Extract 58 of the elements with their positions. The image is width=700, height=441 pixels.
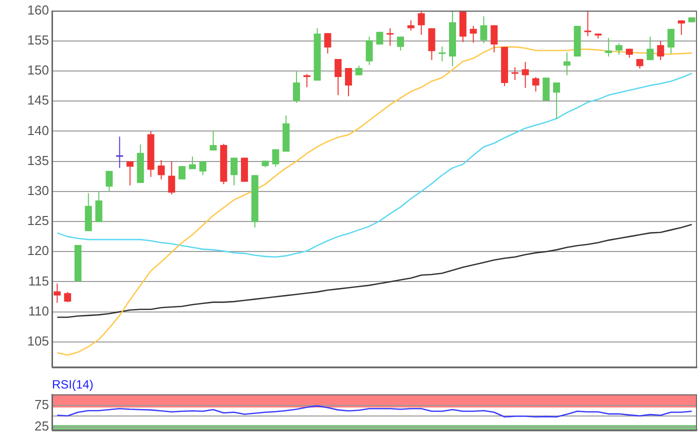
candlestick bbox=[553, 82, 560, 120]
candlestick bbox=[657, 40, 664, 61]
candlestick bbox=[438, 46, 446, 62]
candlestick bbox=[386, 28, 394, 46]
candlestick bbox=[272, 148, 280, 168]
candlestick bbox=[584, 10, 592, 37]
y-tick-label: 75 bbox=[34, 396, 49, 412]
candlestick bbox=[428, 28, 436, 61]
candlestick bbox=[667, 28, 674, 54]
y-tick-label: 115 bbox=[28, 273, 49, 288]
candlestick bbox=[522, 61, 529, 88]
candlestick bbox=[615, 42, 622, 56]
y-tick-label: 105 bbox=[27, 333, 49, 348]
candlestick bbox=[303, 74, 310, 88]
candlestick bbox=[95, 192, 102, 223]
chart-title: RSI(14) bbox=[52, 378, 94, 392]
candlestick bbox=[490, 24, 498, 53]
y-tick-label: 155 bbox=[27, 32, 49, 48]
candlestick bbox=[397, 36, 404, 52]
candlestick bbox=[542, 77, 550, 101]
y-tick-label: 120 bbox=[27, 243, 49, 258]
candlestick bbox=[344, 67, 352, 97]
y-tick-label: 160 bbox=[27, 2, 49, 18]
candlestick bbox=[116, 136, 124, 168]
candlestick bbox=[532, 76, 540, 92]
candlestick bbox=[626, 48, 633, 58]
y-tick-label: 150 bbox=[27, 62, 49, 78]
y-tick-label: 140 bbox=[27, 122, 49, 138]
candlestick bbox=[126, 160, 134, 186]
candlestick bbox=[54, 283, 61, 304]
candlestick bbox=[178, 166, 186, 180]
candlestick bbox=[199, 160, 206, 176]
candlestick bbox=[292, 71, 300, 104]
candlestick bbox=[188, 156, 196, 170]
candlestick bbox=[407, 20, 414, 32]
candlestick bbox=[106, 170, 113, 192]
candlestick bbox=[418, 10, 425, 36]
candlestick bbox=[168, 160, 176, 195]
candlestick bbox=[334, 58, 342, 96]
candlestick bbox=[563, 52, 570, 76]
y-tick-label: 130 bbox=[27, 182, 49, 198]
y-tick-label: 145 bbox=[27, 92, 49, 108]
candlestick bbox=[366, 36, 373, 66]
candlestick bbox=[64, 291, 72, 303]
candlestick bbox=[230, 157, 238, 186]
candlestick bbox=[511, 66, 518, 81]
candlestick bbox=[646, 36, 654, 61]
candlestick bbox=[210, 130, 217, 151]
candlestick bbox=[324, 32, 332, 54]
y-tick-label: 125 bbox=[27, 213, 49, 228]
candlestick bbox=[470, 25, 477, 44]
candlestick bbox=[158, 160, 165, 180]
candlestick bbox=[480, 16, 488, 44]
y-tick-label: 110 bbox=[28, 303, 49, 318]
y-tick-label: 25 bbox=[34, 418, 49, 434]
candlestick bbox=[678, 20, 685, 36]
candlestick bbox=[605, 37, 612, 58]
y-tick-label: 135 bbox=[27, 152, 49, 168]
